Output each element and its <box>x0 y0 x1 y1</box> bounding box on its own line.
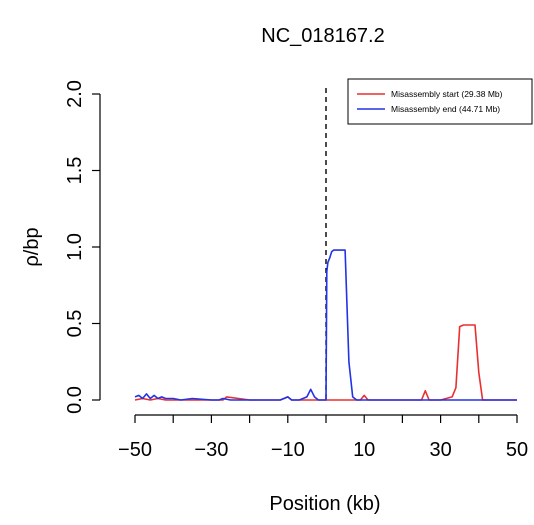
y-tick-label: 0.5 <box>64 310 86 338</box>
y-axis-label: ρ/bp <box>21 227 43 266</box>
y-tick-label: 1.5 <box>64 157 86 185</box>
series-line-misassembly-end <box>134 249 517 401</box>
y-tick-label: 0.0 <box>64 386 86 414</box>
plot-area <box>99 94 517 416</box>
y-tick-label: 1.0 <box>64 233 86 261</box>
y-axis-ticks: 0.0 0.5 1.0 1.5 2.0 <box>64 80 100 414</box>
x-tick-label: −30 <box>194 439 228 461</box>
y-tick-label: 2.0 <box>64 80 86 108</box>
chart-title: NC_018167.2 <box>261 25 384 47</box>
legend-label-start: Misassembly start (29.38 Mb) <box>391 89 503 99</box>
x-axis-label: Position (kb) <box>269 493 380 515</box>
legend-label-end: Misassembly end (44.71 Mb) <box>391 104 500 114</box>
x-axis-ticks: −50 −30 −10 10 30 50 <box>118 415 528 461</box>
x-tick-label: 10 <box>353 439 375 461</box>
series-group <box>134 249 517 401</box>
x-tick-label: −50 <box>118 439 152 461</box>
legend-box <box>347 78 533 125</box>
x-tick-label: 50 <box>506 439 528 461</box>
x-tick-label: −10 <box>271 439 305 461</box>
legend: Misassembly start (29.38 Mb) Misassembly… <box>347 78 533 125</box>
x-tick-label: 30 <box>429 439 451 461</box>
